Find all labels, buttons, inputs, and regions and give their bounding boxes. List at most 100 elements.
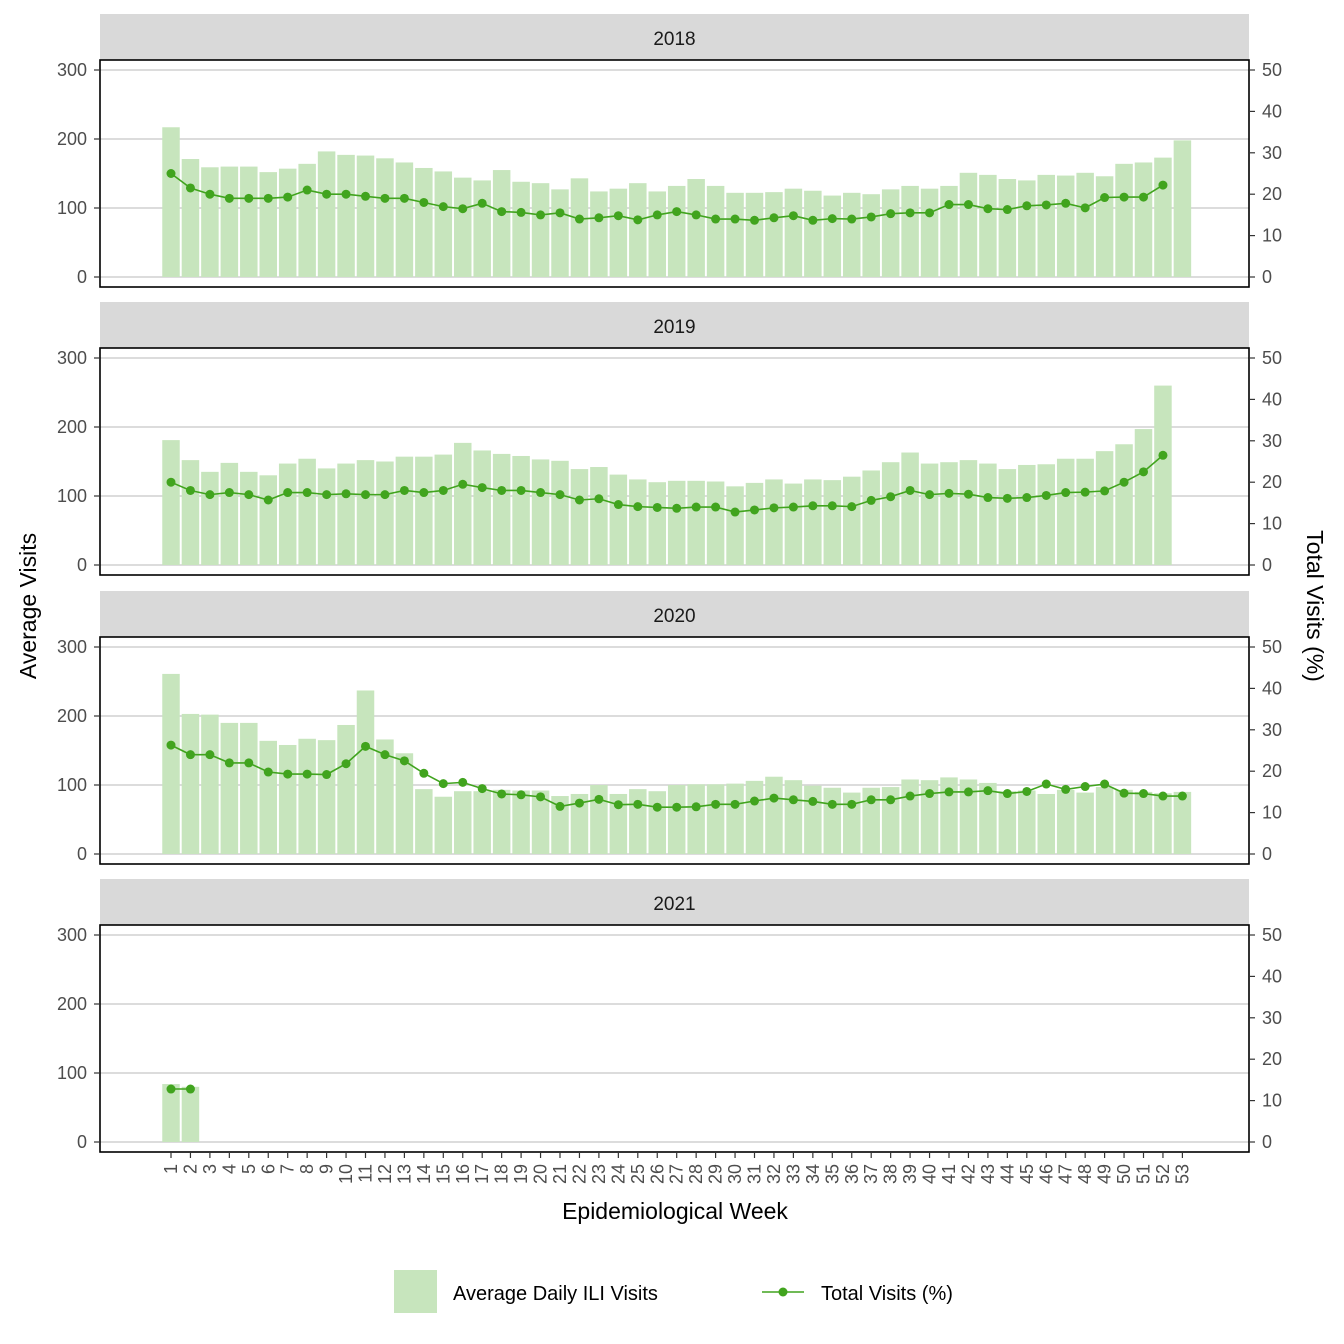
series-point (361, 191, 370, 201)
series-point (613, 800, 623, 810)
bar (512, 455, 530, 565)
x-tick-label: 30 (725, 1164, 745, 1184)
x-tick-label: 13 (394, 1164, 414, 1184)
bar (629, 789, 647, 854)
y-tick-label: 300 (57, 637, 87, 657)
x-tick-label: 16 (453, 1164, 473, 1184)
facet-strip-label: 2021 (653, 894, 695, 915)
facet-strip-label: 2018 (653, 29, 695, 50)
y-tick-label: 100 (57, 198, 87, 218)
bar (356, 460, 375, 565)
bar (278, 168, 297, 277)
series-point (224, 488, 234, 498)
series-point (886, 209, 896, 219)
x-tick-label: 28 (686, 1164, 706, 1184)
bar (298, 163, 316, 277)
series-point (983, 493, 993, 503)
y-right-tick-label: 40 (1262, 678, 1282, 698)
bar (240, 166, 258, 277)
y-tick-label: 300 (57, 925, 87, 945)
series-point (847, 799, 857, 809)
series-point (205, 189, 215, 199)
series-point (497, 789, 507, 799)
bar (901, 452, 919, 565)
bar (1115, 789, 1133, 854)
series-point (652, 502, 662, 512)
series-point (1119, 192, 1129, 202)
bar (434, 171, 453, 277)
y-right-tick-label: 40 (1262, 966, 1282, 986)
bar (531, 183, 550, 277)
bar (259, 475, 277, 565)
x-tick-label: 27 (667, 1164, 687, 1184)
x-tick-label: 18 (492, 1164, 512, 1184)
bar (765, 479, 783, 565)
series-point (633, 799, 643, 809)
bar (862, 194, 880, 277)
x-tick-label: 2 (180, 1164, 200, 1174)
bar (492, 170, 511, 277)
series-point (380, 193, 390, 203)
series-point (1177, 791, 1187, 801)
bar (1154, 157, 1172, 277)
y-tick-label: 100 (57, 1063, 87, 1083)
y-tick-label: 0 (77, 267, 87, 287)
bar (162, 440, 180, 565)
bar (629, 183, 647, 277)
y-tick-label: 200 (57, 417, 87, 437)
series-point (672, 802, 682, 812)
y-right-tick-label: 30 (1262, 720, 1282, 740)
series-point (536, 792, 546, 802)
series-point (730, 799, 740, 809)
x-tick-label: 43 (978, 1164, 998, 1184)
x-tick-label: 20 (531, 1164, 551, 1184)
series-line (170, 172, 1164, 222)
series-point (419, 488, 429, 498)
series-point (730, 507, 740, 517)
bar (1115, 444, 1133, 565)
series-point (691, 502, 701, 512)
y-tick-label: 300 (57, 348, 87, 368)
bar (1134, 162, 1153, 277)
bar (862, 470, 880, 565)
series-point (1100, 193, 1110, 203)
legend-key-bar (394, 1270, 437, 1313)
y-right-tick-label: 50 (1262, 925, 1282, 945)
series-point (185, 1084, 195, 1094)
series-point (166, 477, 176, 487)
series-point (788, 502, 798, 512)
series-point (594, 213, 604, 223)
bar (998, 179, 1017, 277)
y-right-tick-label: 30 (1262, 143, 1282, 163)
bar (570, 793, 589, 854)
bar (337, 154, 355, 277)
x-tick-label: 49 (1095, 1164, 1115, 1184)
bar (376, 461, 394, 565)
bar (551, 796, 569, 854)
bar (667, 185, 686, 277)
bar (298, 738, 316, 854)
series-point (283, 488, 293, 498)
y-tick-label: 100 (57, 775, 87, 795)
series-point (516, 207, 526, 217)
bar (590, 467, 608, 565)
bar (162, 673, 180, 854)
series-point (983, 204, 993, 214)
bar (667, 480, 686, 565)
y-right-tick-label: 50 (1262, 637, 1282, 657)
series-point (244, 490, 254, 500)
series-point (477, 198, 487, 208)
series-point (263, 193, 273, 203)
bar (512, 790, 530, 854)
series-point (769, 213, 779, 223)
series-point (438, 779, 448, 789)
bar (1115, 163, 1133, 277)
series-point (555, 490, 565, 500)
series-point (750, 796, 759, 806)
bar (1018, 790, 1036, 854)
bar (317, 740, 336, 854)
series-point (944, 787, 954, 797)
bar (220, 166, 239, 277)
series-point (1041, 779, 1051, 789)
bar (1037, 174, 1055, 277)
